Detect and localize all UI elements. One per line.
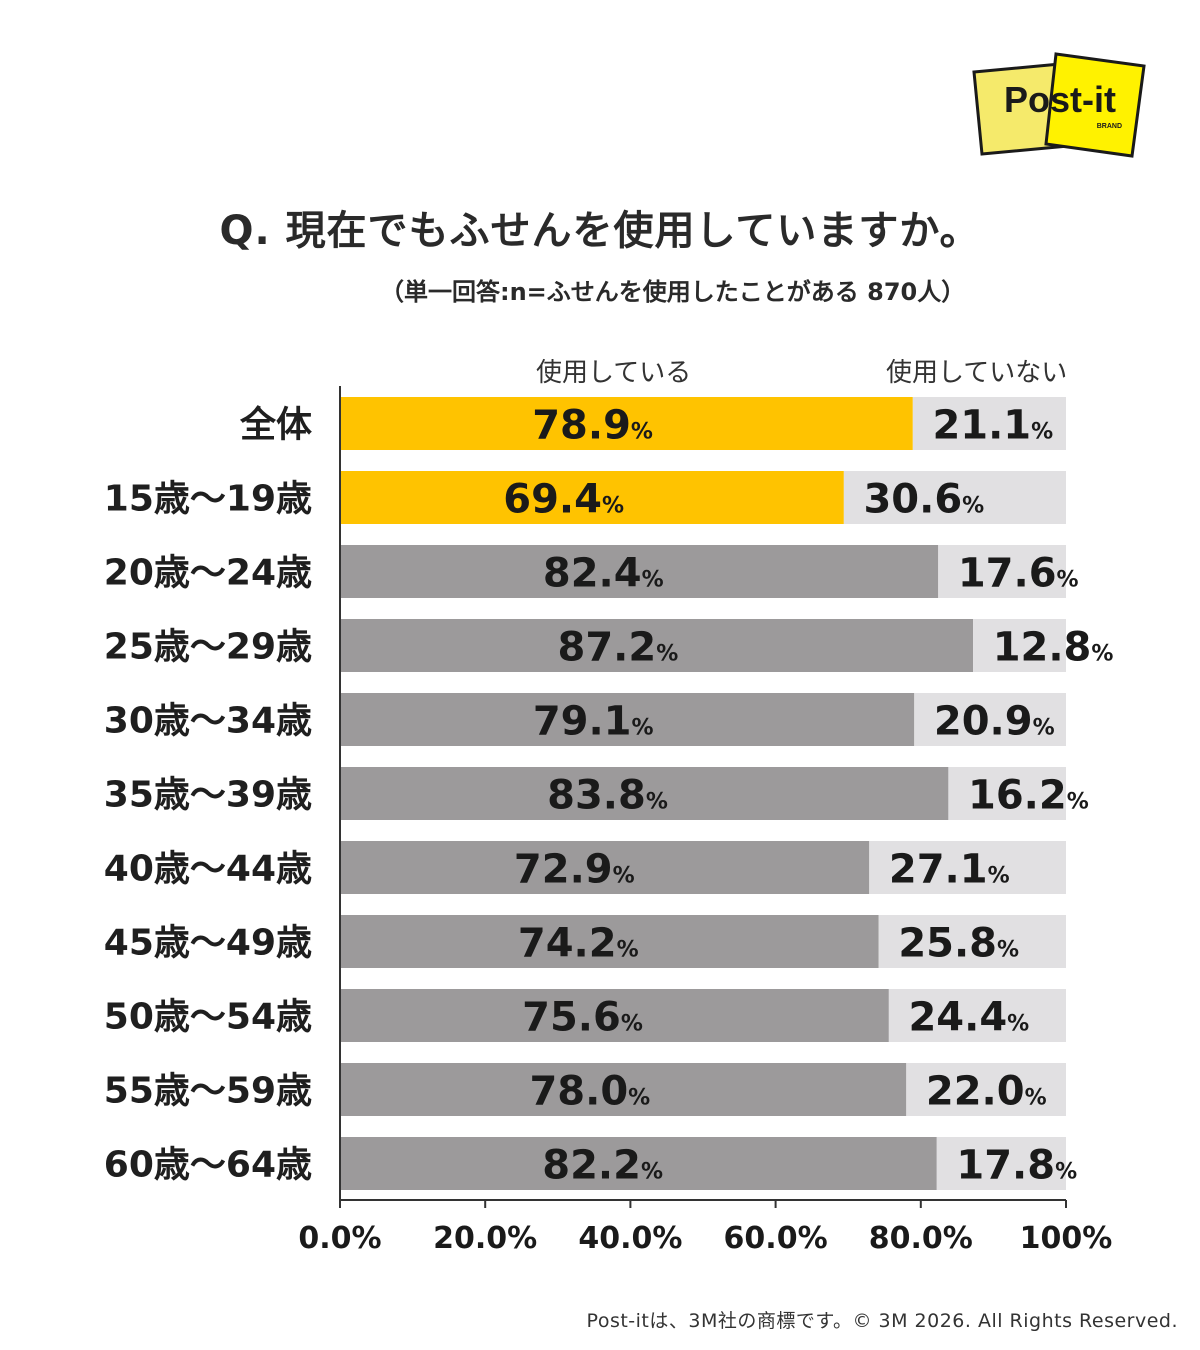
bar-used [340,397,913,450]
data-label-used: 79.1% [533,699,654,745]
x-tick-label: 100% [1020,1221,1113,1256]
category-label: 50歳〜54歳 [104,997,312,1038]
data-label-unused: 25.8% [898,921,1019,967]
data-label-used: 75.6% [522,995,643,1041]
bar-used [340,1063,907,1116]
bar-used [340,545,939,598]
bar-used [340,619,974,672]
bar-unused [973,619,1066,672]
bar-unused [843,471,1066,524]
legend-unused: 使用していない [886,358,1068,388]
data-label-used: 69.4% [503,477,624,523]
x-tick-label: 0.0% [298,1221,381,1256]
category-label: 全体 [239,404,312,446]
data-label-used: 82.2% [542,1143,663,1189]
category-label: 55歳〜59歳 [104,1071,312,1112]
copyright-notice: Post-itは、3M社の商標です。© 3M 2026. All Rights … [586,1310,1178,1332]
bar-unused [878,915,1066,968]
x-tick-label: 80.0% [869,1221,973,1256]
data-label-unused: 22.0% [926,1069,1047,1115]
data-label-used: 72.9% [514,847,635,893]
data-label-used: 74.2% [518,921,639,967]
bar-used [340,693,915,746]
data-label-used: 87.2% [558,625,679,671]
bar-used [340,841,870,894]
data-label-unused: 17.8% [956,1143,1077,1189]
bar-unused [938,545,1066,598]
bar-used [340,1137,937,1190]
category-label: 60歳〜64歳 [104,1145,312,1186]
x-tick-label: 20.0% [433,1221,537,1256]
x-tick-label: 60.0% [724,1221,828,1256]
x-tick-label: 40.0% [578,1221,682,1256]
legend-used: 使用している [536,358,692,388]
bar-used [340,767,949,820]
logo-subtext: BRAND [1097,123,1122,130]
logo-text: Post-it [1004,79,1116,120]
category-label: 15歳〜19歳 [104,479,312,520]
data-label-unused: 12.8% [993,625,1114,671]
bar-unused [869,841,1066,894]
category-label: 45歳〜49歳 [104,923,312,964]
data-label-used: 78.9% [532,403,653,449]
bar-unused [888,989,1066,1042]
post-it-logo-icon: Post-it BRAND [972,52,1146,158]
chart-subtitle: （単一回答:n=ふせんを使用したことがある 870人） [380,278,966,306]
bar-unused [914,693,1066,746]
category-label: 25歳〜29歳 [104,627,312,668]
chart-title: Q. 現在でもふせんを使用していますか。 [219,208,981,254]
data-label-unused: 16.2% [968,773,1089,819]
bar-used [340,471,844,524]
category-label: 40歳〜44歳 [104,849,312,890]
data-label-unused: 30.6% [863,477,984,523]
bar-used [340,915,879,968]
bar-used [340,989,889,1042]
data-label-used: 83.8% [547,773,668,819]
data-label-unused: 24.4% [908,995,1029,1041]
data-label-unused: 17.6% [958,551,1079,597]
category-label: 30歳〜34歳 [104,701,312,742]
stacked-bar-chart: 全体 78.9% 21.1% 15歳〜19歳 69.4% 30.6% 20歳〜24歳 82.4… [104,386,1114,1256]
bar-unused [912,397,1066,450]
data-label-used: 82.4% [543,551,664,597]
data-label-used: 78.0% [529,1069,650,1115]
bar-unused [936,1137,1066,1190]
bar-unused [906,1063,1066,1116]
data-label-unused: 21.1% [932,403,1053,449]
bar-unused [948,767,1066,820]
category-label: 20歳〜24歳 [104,553,312,594]
data-label-unused: 20.9% [934,699,1055,745]
category-label: 35歳〜39歳 [104,775,312,816]
data-label-unused: 27.1% [889,847,1010,893]
